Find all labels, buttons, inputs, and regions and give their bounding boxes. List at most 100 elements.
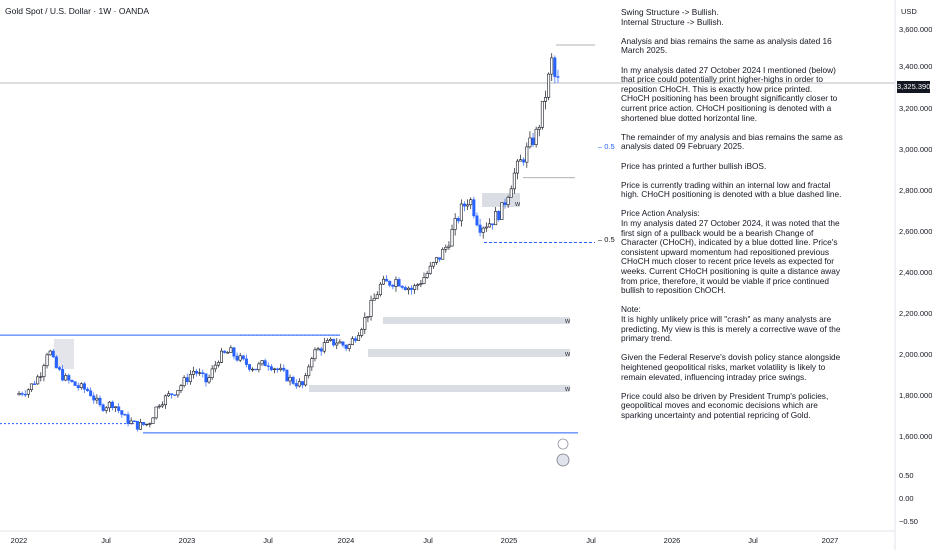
candle-body [36, 376, 40, 385]
time-tick-10: 2027 [822, 536, 839, 545]
candle-body [531, 137, 535, 145]
candle-body [195, 370, 199, 374]
note-trading: Price is currently trading within an int… [621, 179, 842, 200]
candle-body [86, 388, 90, 392]
price-axis[interactable]: 3,600.000 3,400.000 3,200.000 3,000.000 2,80… [899, 25, 932, 441]
candle-body [325, 340, 329, 343]
candle-body [491, 223, 495, 226]
candle-body [107, 401, 111, 409]
candle-body [101, 404, 105, 411]
candle-body [220, 350, 224, 363]
candle-body [431, 262, 435, 267]
candle-body [456, 218, 460, 222]
event-icon[interactable] [557, 438, 569, 450]
candle-body [198, 372, 202, 374]
candle-body [260, 360, 264, 365]
candle-body [79, 383, 83, 389]
candle-body [419, 283, 423, 285]
candle-body [385, 278, 389, 282]
candle-body [410, 287, 414, 290]
candle-body [459, 203, 463, 222]
time-tick-6: 2025 [501, 536, 518, 545]
note-price-action: Price Action Analysis: In my analysis da… [621, 208, 841, 296]
candle-body [394, 279, 398, 287]
candle-body [67, 375, 71, 381]
candle-body [543, 97, 547, 102]
candle-body [475, 215, 479, 226]
price-tick-2: 3,200.000 [899, 104, 932, 113]
candle-body [213, 364, 217, 370]
candle-body [363, 317, 367, 330]
candle-body [353, 338, 357, 341]
candle-body [272, 368, 276, 371]
candle-body [304, 375, 308, 386]
time-tick-1: Jul [101, 536, 111, 545]
candle-body [494, 211, 498, 226]
price-tick-10: 1,600.000 [899, 432, 932, 441]
candle-body [185, 377, 189, 382]
zone-label-3: W [515, 202, 521, 208]
zone-2 [309, 385, 570, 392]
candle-body [503, 202, 507, 205]
candle-body [114, 406, 118, 409]
candle-body [329, 338, 333, 341]
candle-body [425, 273, 429, 278]
candle-body [23, 393, 27, 396]
candle-body [76, 385, 80, 389]
candle-body [528, 137, 532, 148]
note-remainder: The remainder of my analysis and bias re… [621, 131, 843, 152]
fib-label-upper: – 0.5 [598, 142, 615, 151]
candle-body [547, 73, 551, 98]
candle-body [51, 350, 55, 358]
candle-body [472, 199, 476, 217]
candle-body [17, 393, 21, 396]
candle-body [487, 223, 491, 228]
candle-body [238, 355, 242, 361]
candle-body [509, 188, 513, 198]
candle-body [500, 202, 504, 220]
candle-body [98, 397, 102, 406]
candle-body [288, 376, 292, 382]
candle-body [176, 390, 180, 396]
candle-body [534, 128, 538, 145]
candle-body [422, 277, 426, 284]
candle-body [104, 407, 108, 411]
candle-body [173, 394, 177, 396]
candle-body [447, 245, 451, 248]
time-tick-7: Jul [586, 536, 596, 545]
time-axis[interactable]: 2022 Jul 2023 Jul 2024 Jul 2025 Jul 2026 Jul 2027 [11, 536, 839, 545]
candle-body [244, 358, 248, 365]
candle-body [129, 420, 133, 424]
candle-body [388, 280, 392, 286]
candles [17, 53, 560, 432]
candle-body [453, 218, 457, 230]
zone-0 [383, 317, 570, 324]
price-tick-4: 2,800.000 [899, 186, 932, 195]
candle-body [257, 363, 261, 371]
candle-body [307, 366, 311, 376]
time-tick-0: 2022 [11, 536, 28, 545]
candle-body [167, 393, 171, 397]
candle-body [291, 376, 295, 384]
candle-body [89, 390, 93, 397]
time-tick-3: Jul [263, 536, 273, 545]
candle-body [26, 389, 30, 395]
price-tick-8: 2,000.000 [899, 350, 932, 359]
candle-body [61, 369, 65, 381]
candle-body [438, 257, 442, 260]
candle-body [276, 368, 280, 370]
candle-body [512, 172, 516, 190]
fib-label-lower: – 0.5 [598, 235, 615, 244]
candle-body [297, 381, 301, 387]
candle-body [232, 347, 236, 357]
flag-icon[interactable] [556, 453, 570, 467]
note-choch: In my analysis dated 27 October 2024 I m… [621, 64, 838, 123]
candle-body [148, 423, 152, 425]
time-tick-5: Jul [423, 536, 433, 545]
candle-body [556, 76, 560, 78]
zone-1 [368, 349, 570, 357]
candle-body [450, 229, 454, 247]
candle-body [251, 368, 255, 371]
candle-body [416, 284, 420, 286]
